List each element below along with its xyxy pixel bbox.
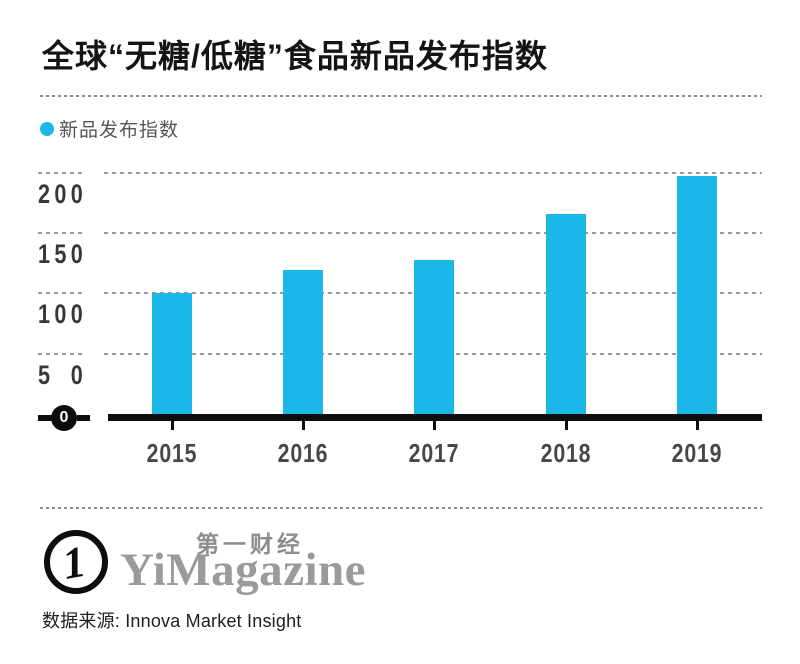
title-divider: [40, 95, 762, 97]
x-tick-label-2019: 2019: [671, 438, 723, 468]
x-axis-tick-2016: [302, 421, 305, 430]
y-tick-digit: 0: [70, 239, 83, 270]
x-tick-label-2017: 2017: [408, 438, 460, 468]
bar-2019: [677, 176, 717, 414]
x-tick-label-2015: 2015: [146, 438, 198, 468]
legend-dot-icon: [40, 121, 54, 136]
y-tick-digit: 5: [38, 359, 51, 390]
data-source-note: 数据来源: Innova Market Insight: [42, 611, 302, 631]
y-tick-digit: 0: [70, 299, 83, 330]
y-tick-digit: 1: [38, 239, 51, 270]
gridline-label-segment-150: [38, 232, 86, 235]
brand-name-english: YiMagazine: [120, 544, 367, 596]
chart-legend: 新品发布指数: [40, 115, 179, 142]
footer-divider: [40, 507, 762, 509]
x-axis-line: [108, 414, 762, 421]
zero-axis-stub-right: [77, 415, 90, 421]
chart-title: 全球“无糖/低糖”食品新品发布指数: [42, 38, 548, 74]
y-tick-digit: 1: [38, 299, 51, 330]
yimagazine-logo-icon: 1: [44, 530, 108, 594]
y-tick-digit: 0: [70, 178, 83, 209]
y-tick-digit: 0: [70, 359, 83, 390]
gridline-label-segment-50: [38, 352, 86, 355]
x-axis-tick-2018: [565, 421, 568, 430]
legend-label: 新品发布指数: [59, 120, 180, 141]
x-tick-label-2016: 2016: [277, 438, 329, 468]
gridline-150: [104, 232, 762, 235]
gridline-label-segment-200: [38, 171, 86, 174]
logo-numeral: 1: [59, 536, 90, 589]
gridline-200: [104, 171, 762, 174]
zero-axis-stub-left: [38, 415, 52, 421]
x-tick-label-2018: 2018: [540, 438, 592, 468]
x-axis-tick-2017: [433, 421, 436, 430]
gridline-label-segment-100: [38, 292, 86, 295]
x-axis-tick-2015: [171, 421, 174, 430]
bar-2016: [283, 270, 323, 414]
zero-badge: 0: [51, 405, 77, 431]
bar-2018: [546, 213, 586, 414]
y-tick-digit: 5: [54, 239, 67, 270]
brand-name-chinese: 第一财经: [196, 531, 304, 557]
y-tick-digit: 0: [54, 178, 67, 209]
y-tick-digit: 2: [38, 178, 51, 209]
y-tick-digit: 0: [54, 299, 67, 330]
bar-2017: [414, 259, 454, 414]
bar-2015: [152, 293, 192, 414]
zero-label: 0: [59, 409, 69, 426]
x-axis-tick-2019: [696, 421, 699, 430]
